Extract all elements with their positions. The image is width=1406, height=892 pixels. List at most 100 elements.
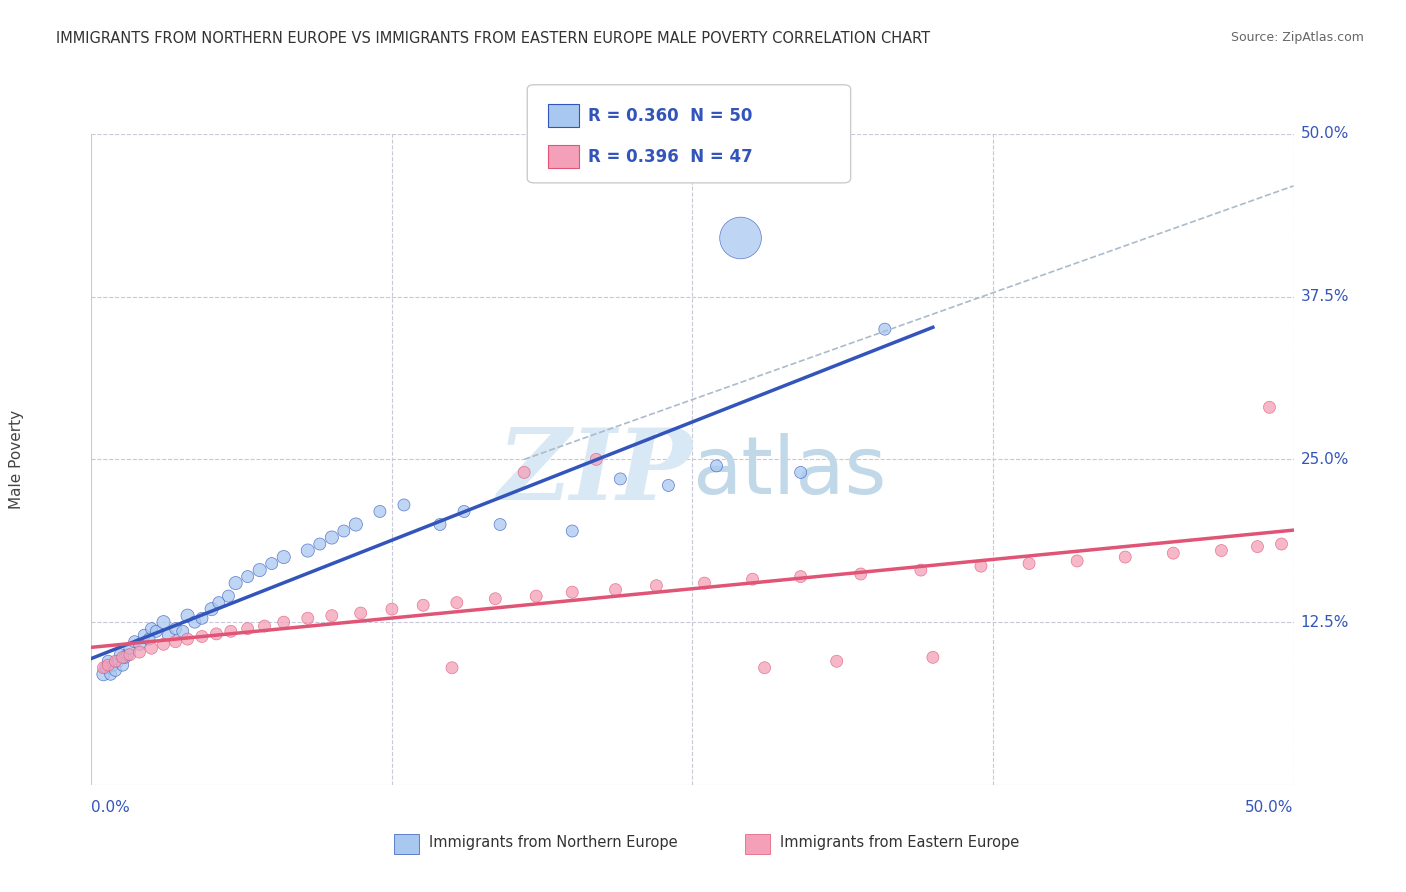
Point [873,322,896,336]
Point [429,517,451,532]
Point [484,591,506,606]
Point [201,602,224,616]
Point [110,648,132,662]
Point [609,472,631,486]
Point [117,648,139,662]
Text: Immigrants from Eastern Europe: Immigrants from Eastern Europe [780,836,1019,850]
Point [118,648,141,662]
Point [157,628,180,642]
Point [94,661,117,675]
Point [513,466,536,480]
Point [645,579,668,593]
Point [350,606,373,620]
Point [249,563,271,577]
Point [225,576,247,591]
Text: IMMIGRANTS FROM NORTHERN EUROPE VS IMMIGRANTS FROM EASTERN EUROPE MALE POVERTY C: IMMIGRANTS FROM NORTHERN EUROPE VS IMMIG… [56,31,931,46]
Point [585,452,607,467]
Point [205,627,228,641]
Point [172,624,194,639]
Point [93,667,115,681]
Point [1258,401,1281,415]
Point [381,602,404,616]
Point [111,658,134,673]
Point [1211,543,1233,558]
Point [145,624,167,639]
Point [141,622,163,636]
Text: ZIP: ZIP [498,425,692,521]
Point [605,582,627,597]
Point [561,524,583,538]
Point [825,654,848,668]
Point [104,664,127,678]
Point [789,569,811,583]
Point [141,641,163,656]
Point [308,537,330,551]
Point [754,661,776,675]
Point [191,630,214,644]
Point [273,615,295,630]
Text: 0.0%: 0.0% [91,800,131,814]
Point [344,517,367,532]
Text: 37.5%: 37.5% [1301,289,1348,304]
Point [176,632,198,646]
Point [107,654,129,668]
Point [741,572,763,586]
Text: R = 0.396  N = 47: R = 0.396 N = 47 [588,147,752,166]
Point [253,619,276,633]
Point [922,650,945,665]
Point [1066,554,1088,568]
Point [236,622,259,636]
Point [104,654,127,668]
Point [114,650,136,665]
Point [93,661,115,675]
Text: Immigrants from Northern Europe: Immigrants from Northern Europe [429,836,678,850]
Point [176,608,198,623]
Point [657,478,679,492]
Text: 50.0%: 50.0% [1301,127,1348,141]
Point [392,498,415,512]
Point [693,576,716,591]
Point [101,658,124,673]
Point [217,589,239,603]
Point [1114,549,1136,565]
Point [524,589,547,603]
Point [297,611,319,625]
Point [440,661,463,675]
Point [165,634,187,648]
Point [97,658,120,673]
Point [446,596,468,610]
Point [208,596,231,610]
Point [152,637,174,651]
Point [138,632,160,646]
Point [849,566,872,581]
Point [118,641,141,656]
Point [152,615,174,630]
Point [730,231,752,245]
Point [128,645,150,659]
Text: R = 0.360  N = 50: R = 0.360 N = 50 [588,106,752,125]
Text: 25.0%: 25.0% [1301,452,1348,467]
Point [321,531,343,545]
Point [789,466,811,480]
Point [368,504,391,518]
Point [97,654,120,668]
Point [333,524,356,538]
Point [273,549,295,565]
Text: atlas: atlas [692,434,887,511]
Point [219,624,242,639]
Text: 12.5%: 12.5% [1301,615,1348,630]
Point [297,543,319,558]
Point [321,608,343,623]
Point [1270,537,1292,551]
Point [100,667,122,681]
Point [1161,546,1184,560]
Point [1246,540,1268,554]
Point [561,585,583,599]
Text: Source: ZipAtlas.com: Source: ZipAtlas.com [1230,31,1364,45]
Text: 50.0%: 50.0% [1246,800,1294,814]
Point [706,458,728,473]
Point [184,615,207,630]
Point [489,517,512,532]
Point [236,569,259,583]
Point [970,559,993,574]
